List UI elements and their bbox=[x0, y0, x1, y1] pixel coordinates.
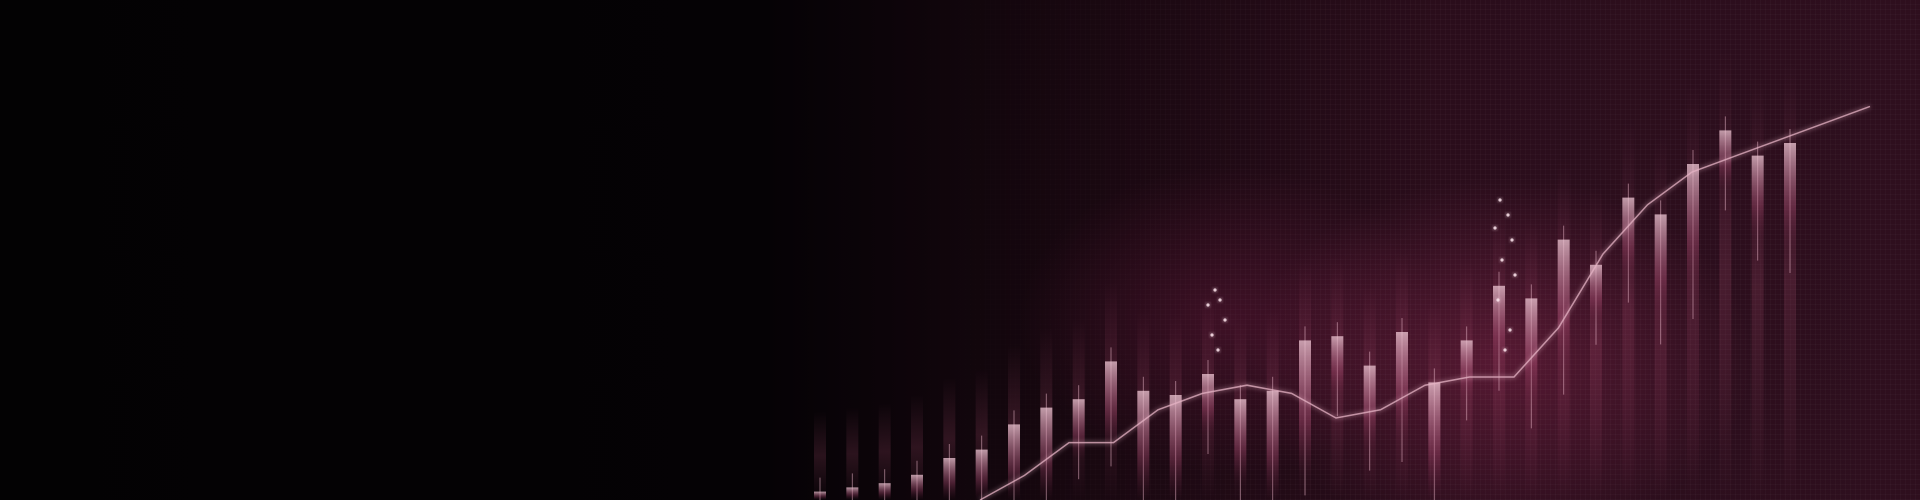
candle-body bbox=[1784, 143, 1796, 253]
sparkle-dot bbox=[1493, 226, 1497, 230]
candle-body bbox=[1687, 164, 1699, 299]
candle-body bbox=[1590, 264, 1602, 325]
trend-line bbox=[979, 105, 1871, 500]
candle-beam bbox=[1751, 75, 1764, 500]
candle-body bbox=[943, 458, 956, 500]
candle-body bbox=[1460, 340, 1473, 401]
candle-body bbox=[1493, 285, 1505, 371]
candle-body bbox=[1137, 390, 1150, 500]
sparkle-dot bbox=[1510, 238, 1514, 242]
sparkle-dot bbox=[1216, 348, 1220, 352]
sparkle-dot bbox=[1223, 318, 1227, 322]
candle-beam bbox=[878, 403, 891, 500]
sparkle-dot bbox=[1218, 298, 1222, 302]
candle-body bbox=[1266, 390, 1279, 500]
sparkle-dot bbox=[1506, 213, 1510, 217]
candle-beam bbox=[1622, 117, 1635, 500]
sparkle-dot bbox=[1206, 303, 1210, 307]
sparkles-group bbox=[1206, 198, 1517, 352]
candle-body bbox=[1525, 298, 1538, 409]
candle-body bbox=[975, 449, 988, 500]
candle-body bbox=[1105, 361, 1117, 447]
sparkle-dot bbox=[1496, 298, 1500, 302]
candle-body bbox=[1008, 424, 1020, 500]
candle-body bbox=[1234, 399, 1247, 485]
candle-body bbox=[814, 491, 826, 500]
candle-body bbox=[1363, 365, 1376, 451]
candle-beam bbox=[1784, 63, 1796, 500]
sparkle-dot bbox=[1513, 273, 1517, 277]
candle-body bbox=[1396, 332, 1408, 442]
candle-body bbox=[846, 487, 859, 500]
candle-body bbox=[1169, 395, 1182, 500]
candle-body bbox=[1622, 197, 1635, 283]
candle-beam bbox=[911, 394, 923, 500]
sparkle-dot bbox=[1213, 288, 1217, 292]
sparkle-dot bbox=[1498, 198, 1502, 202]
sparkle-dot bbox=[1503, 348, 1507, 352]
candle-beam bbox=[846, 407, 859, 500]
candles-group bbox=[814, 50, 1796, 500]
candle-body bbox=[1331, 336, 1344, 397]
candle-body bbox=[1751, 155, 1764, 241]
candle-body bbox=[1428, 382, 1441, 500]
candle-body bbox=[878, 483, 891, 500]
candle-body bbox=[1202, 374, 1214, 434]
sparkle-dot bbox=[1210, 333, 1214, 337]
candle-body bbox=[1654, 214, 1667, 325]
sparkle-dot bbox=[1508, 328, 1512, 332]
candle-body bbox=[1072, 399, 1085, 460]
candle-body bbox=[1299, 340, 1311, 476]
candle-body bbox=[1040, 407, 1053, 500]
candle-beam bbox=[814, 411, 826, 500]
candle-body bbox=[1557, 239, 1570, 375]
candle-body bbox=[911, 474, 923, 500]
sparkle-dot bbox=[1500, 258, 1504, 262]
